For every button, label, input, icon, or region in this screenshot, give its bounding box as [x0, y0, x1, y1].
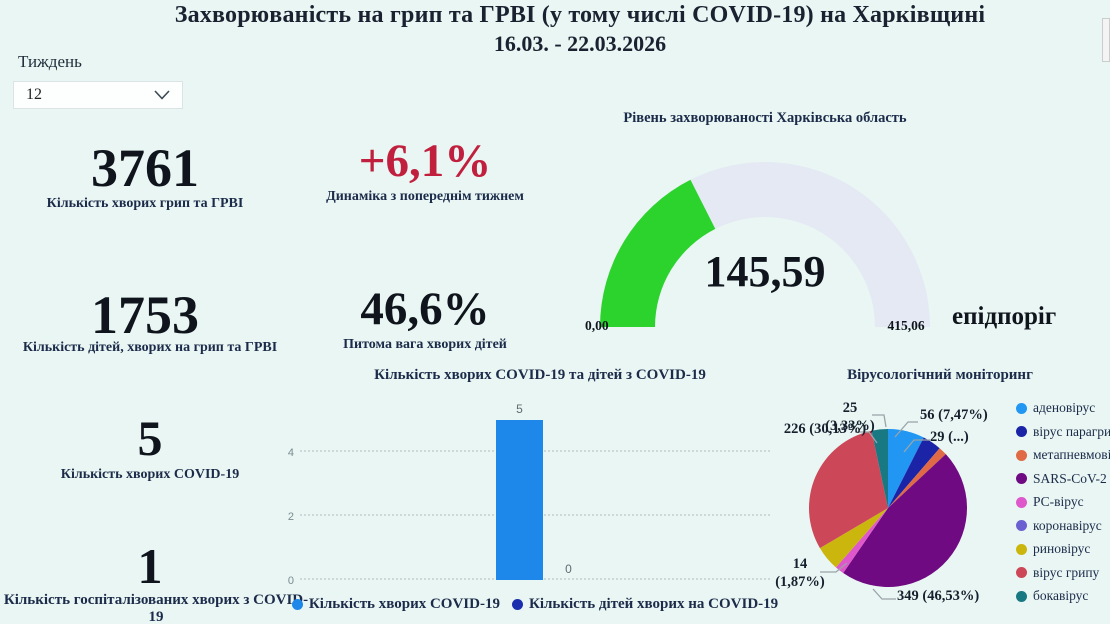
gauge-min-label: 0,00 — [585, 318, 609, 333]
pie-legend-item[interactable]: аденовірус — [1016, 400, 1110, 416]
pie-callout-parainfluenza: 29 (...) — [930, 429, 969, 445]
kpi-children-share-value: 46,6% — [360, 283, 490, 335]
kpi-children-share-label: Питома вага хворих дітей — [343, 337, 507, 352]
bar-legend-item[interactable]: Кількість хворих COVID-19 — [291, 596, 500, 613]
pie-legend-item[interactable]: риновірус — [1016, 541, 1110, 557]
pie-legend-item[interactable]: РС-вірус — [1016, 494, 1110, 510]
pie-legend-item[interactable]: метапневмовірус — [1016, 447, 1110, 463]
pie-legend-label: SARS-CoV-2 — [1033, 470, 1107, 486]
bar-value-label: 0 — [565, 562, 572, 576]
legend-dot-icon — [1016, 426, 1027, 437]
bar-series-1[interactable] — [496, 420, 543, 580]
pie-legend-label: метапневмовірус — [1033, 447, 1110, 462]
pie-legend-item[interactable]: SARS-CoV-2 — [1016, 471, 1110, 487]
gauge-value: 145,59 — [704, 247, 826, 296]
y-axis-tick: 0 — [287, 575, 294, 587]
legend-dot-icon — [1016, 590, 1027, 602]
scrollbar[interactable] — [1102, 18, 1110, 62]
pie-legend-label: коронавірус — [1033, 517, 1102, 533]
legend-dot-icon — [1016, 520, 1027, 531]
kpi-covid-label: Кількість хворих COVID-19 — [60, 467, 240, 482]
pie-legend-label: аденовірус — [1033, 400, 1096, 415]
legend-dot-icon — [1016, 496, 1027, 508]
kpi-dynamics-label: Динаміка з попереднім тижнем — [326, 189, 524, 204]
gauge-segment — [600, 179, 716, 327]
legend-dot-icon — [511, 599, 523, 610]
pie-legend: аденовірус вірус парагрипу метапневмовірус… — [1016, 400, 1110, 612]
kpi-flu-total-label: Кількість хворих грип та ГРВІ — [46, 196, 244, 211]
pie-callout-bocavirus: 25 (3,33%) — [825, 400, 875, 435]
kpi-flu-total-value: 3761 — [91, 138, 199, 198]
pie-callout-adenovirus: 56 (7,47%) — [920, 407, 988, 423]
bar-legend: Кількість хворих COVID-19 Кількість дітей… — [291, 596, 778, 613]
pie-legend-label: вірус грипу — [1033, 564, 1100, 580]
pie-slice[interactable] — [888, 448, 946, 508]
bar-plot: 0 2 4 5 0 — [288, 402, 770, 587]
bar-value-label: 5 — [516, 402, 523, 416]
legend-dot-icon — [1016, 449, 1027, 461]
pie-legend-label: риновірус — [1033, 541, 1091, 556]
pie-legend-item[interactable]: вірус парагрипу — [1016, 424, 1110, 440]
pie-callout-rs-virus: 14 (1,87%) — [775, 556, 825, 591]
chevron-down-icon — [154, 90, 170, 100]
pie-slice[interactable] — [835, 508, 888, 574]
week-selector-label: Тиждень — [18, 52, 82, 71]
pie-legend-label: вірус парагрипу — [1033, 423, 1110, 439]
legend-dot-icon — [1016, 543, 1027, 555]
gauge-arc — [600, 162, 930, 327]
pie-slice[interactable] — [871, 429, 888, 508]
gauge-threshold-label: епідпоріг — [952, 303, 1057, 330]
pie-legend-label: РС-вірус — [1033, 494, 1084, 509]
bar-legend-label: Кількість хворих COVID-19 — [308, 596, 500, 612]
kpi-covid-hospitalized-label: Кількість госпіталізованих хворих з COVI… — [3, 592, 309, 624]
gauge-max-label: 415,06 — [887, 318, 925, 333]
kpi-children-flu-label: Кількість дітей, хворих на грип та ГРВІ — [22, 340, 278, 355]
kpi-dynamics-value: +6,1% — [358, 135, 492, 187]
pie-legend-label: бокавірус — [1033, 588, 1089, 603]
pie-legend-item[interactable]: бокавірус — [1016, 588, 1110, 604]
page-title: Захворюваність на грип та ГРВІ (у тому ч… — [174, 2, 986, 28]
kpi-children-flu-value: 1753 — [91, 285, 199, 345]
legend-dot-icon — [1016, 402, 1027, 414]
pie-chart-title: Вірусологічний моніторинг — [847, 367, 1033, 383]
legend-dot-icon — [1016, 567, 1027, 578]
pie-svg — [809, 429, 967, 587]
pie-callout-sars-cov-2: 349 (46,53%) — [897, 588, 980, 604]
kpi-covid-hospitalized-value: 1 — [137, 538, 163, 594]
week-selector-dropdown[interactable]: 12 — [13, 81, 183, 109]
legend-dot-icon — [291, 599, 303, 610]
legend-dot-icon — [1016, 473, 1027, 484]
bar-legend-item[interactable]: Кількість дітей хворих на COVID-19 — [511, 596, 779, 613]
bar-chart-title: Кількість хворих COVID-19 та дітей з COV… — [374, 367, 706, 383]
pie-legend-item[interactable]: вірус грипу — [1016, 565, 1110, 581]
pie-slice[interactable] — [843, 454, 967, 587]
pie-legend-item[interactable]: коронавірус — [1016, 518, 1110, 534]
kpi-covid-value: 5 — [137, 410, 163, 466]
pie-slice[interactable] — [819, 508, 888, 568]
bar-legend-label: Кількість дітей хворих на COVID-19 — [528, 596, 779, 612]
page-subtitle-dates: 16.03. - 22.03.2026 — [493, 31, 667, 56]
gauge-title: Рівень захворюваності Харківська область — [623, 110, 907, 126]
pie-slice[interactable] — [809, 430, 888, 549]
week-selector-value: 12 — [26, 86, 42, 103]
y-axis-tick: 2 — [287, 511, 294, 523]
y-axis-tick: 4 — [287, 447, 294, 459]
pie-slice[interactable] — [888, 437, 940, 508]
pie-callout-influenza-virus: 226 (30,13%) — [783, 421, 867, 437]
